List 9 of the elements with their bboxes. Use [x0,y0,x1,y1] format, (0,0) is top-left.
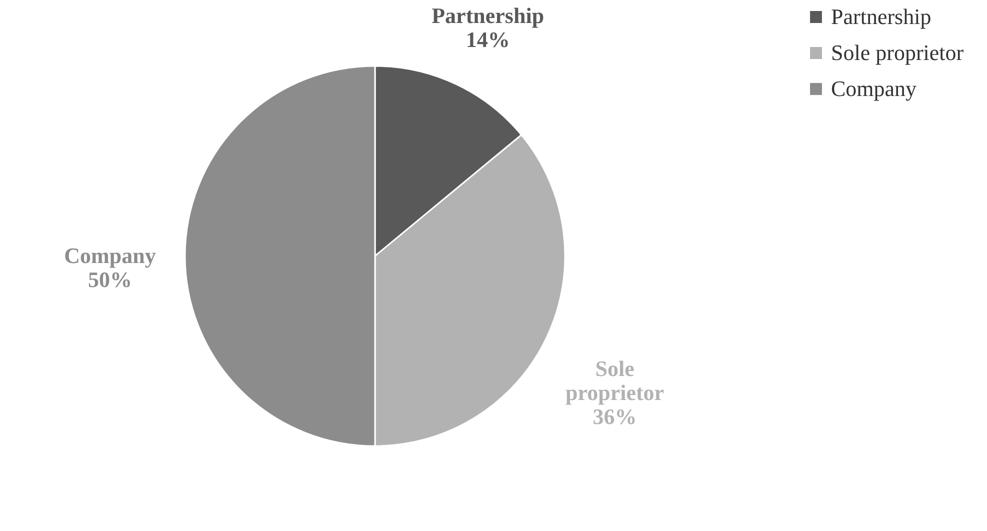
legend-label: Sole proprietor [831,40,964,65]
data-label: 50% [88,267,132,292]
data-label: 14% [466,27,510,52]
legend-label: Company [831,76,917,101]
data-label: 36% [592,404,637,429]
legend-label: Partnership [831,4,932,29]
slice-label: Company [64,243,156,268]
slice-label: Partnership [432,3,544,28]
slice-label: Sole proprietor [565,356,664,405]
